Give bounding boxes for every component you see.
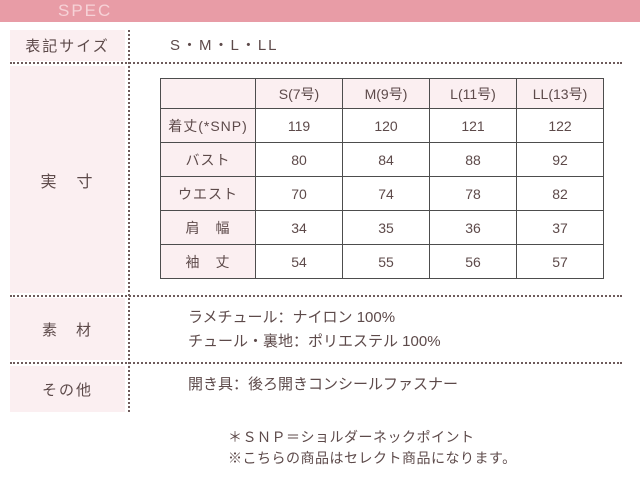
cell-length-ll: 122 <box>516 108 604 143</box>
size-column-header-s: S(7号) <box>255 78 343 109</box>
cell-sleeve-ll: 57 <box>516 244 604 279</box>
row-label-sleeve: 袖 丈 <box>160 244 256 279</box>
row-label-bust: バスト <box>160 142 256 177</box>
size-table-corner-cell <box>160 78 256 109</box>
material-line-1: ラメチュール：ナイロン 100% <box>188 309 396 326</box>
other-label-text: その他 <box>41 381 93 399</box>
table-row-length: 着丈(*SNP) 119 120 121 122 <box>160 108 604 143</box>
table-row-shoulder: 肩 幅 34 35 36 37 <box>160 210 604 245</box>
dotted-divider-size-notation <box>10 62 622 64</box>
cell-length-s: 119 <box>255 108 343 143</box>
row-label-waist: ウエスト <box>160 176 256 211</box>
cell-shoulder-l: 36 <box>429 210 517 245</box>
dotted-divider-measurements <box>10 295 622 297</box>
dotted-divider-material <box>10 362 622 364</box>
spec-header-bar: SPEC <box>0 0 640 22</box>
table-row-bust: バスト 80 84 88 92 <box>160 142 604 177</box>
measurements-label: 実 寸 <box>10 66 125 293</box>
vertical-dotted-divider <box>128 30 130 412</box>
measurements-label-text: 実 寸 <box>40 173 95 191</box>
cell-bust-l: 88 <box>429 142 517 177</box>
cell-waist-l: 78 <box>429 176 517 211</box>
footnote-select: ※こちらの商品はセレクト商品になります。 <box>228 450 517 466</box>
cell-shoulder-ll: 37 <box>516 210 604 245</box>
cell-length-l: 121 <box>429 108 517 143</box>
cell-waist-s: 70 <box>255 176 343 211</box>
material-content: ラメチュール：ナイロン 100% チュール・裏地：ポリエステル 100% <box>188 306 441 354</box>
cell-bust-ll: 92 <box>516 142 604 177</box>
row-label-length: 着丈(*SNP) <box>160 108 256 143</box>
other-label: その他 <box>10 366 125 412</box>
size-column-header-m: M(9号) <box>342 78 430 109</box>
spec-title: SPEC <box>58 1 113 20</box>
other-content: 開き具：後ろ開きコンシールファスナー <box>188 375 458 395</box>
row-label-shoulder: 肩 幅 <box>160 210 256 245</box>
size-table-header-row: S(7号) M(9号) L(11号) LL(13号) <box>160 78 604 109</box>
material-label-text: 素 材 <box>41 321 93 339</box>
footnotes: ＊ＳＮＰ＝ショルダーネックポイント ※こちらの商品はセレクト商品になります。 <box>228 427 517 469</box>
cell-length-m: 120 <box>342 108 430 143</box>
material-line-2: チュール・裏地：ポリエステル 100% <box>188 333 441 350</box>
cell-sleeve-m: 55 <box>342 244 430 279</box>
cell-waist-ll: 82 <box>516 176 604 211</box>
material-label: 素 材 <box>10 298 125 360</box>
cell-sleeve-l: 56 <box>429 244 517 279</box>
cell-bust-s: 80 <box>255 142 343 177</box>
cell-shoulder-m: 35 <box>342 210 430 245</box>
size-column-header-l: L(11号) <box>429 78 517 109</box>
cell-sleeve-s: 54 <box>255 244 343 279</box>
size-notation-label-text: 表記サイズ <box>25 38 110 55</box>
size-notation-label: 表記サイズ <box>10 30 125 61</box>
size-column-header-ll: LL(13号) <box>516 78 604 109</box>
other-line-1: 開き具：後ろ開きコンシールファスナー <box>188 376 459 393</box>
cell-waist-m: 74 <box>342 176 430 211</box>
size-table: S(7号) M(9号) L(11号) LL(13号) 着丈(*SNP) 119 … <box>160 78 604 279</box>
cell-shoulder-s: 34 <box>255 210 343 245</box>
table-row-sleeve: 袖 丈 54 55 56 57 <box>160 244 604 279</box>
footnote-snp: ＊ＳＮＰ＝ショルダーネックポイント <box>228 429 475 445</box>
table-row-waist: ウエスト 70 74 78 82 <box>160 176 604 211</box>
cell-bust-m: 84 <box>342 142 430 177</box>
size-notation-value: S・M・L・LL <box>170 37 279 54</box>
